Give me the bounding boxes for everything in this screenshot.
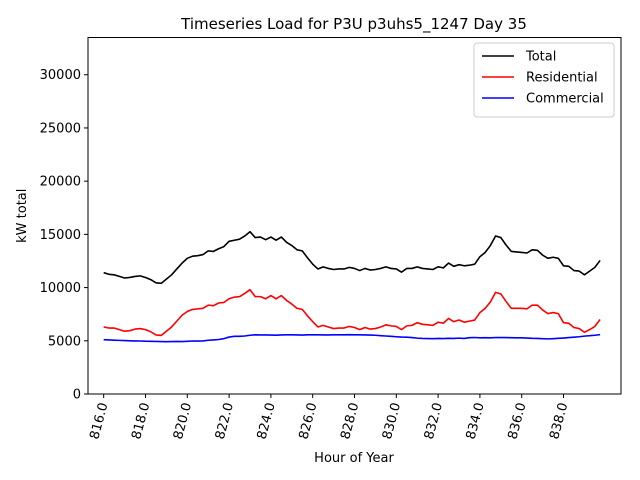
y-tick-label: 20000 [40, 175, 81, 190]
x-axis-title: Hour of Year [314, 451, 394, 466]
chart-title: Timeseries Load for P3U p3uhs5_1247 Day … [180, 15, 527, 34]
y-axis: 0 5000 10000 15000 20000 25000 30000 [40, 68, 88, 403]
series-line-total [103, 230, 601, 285]
y-tick-label: 5000 [48, 334, 81, 349]
y-tick-label: 10000 [40, 281, 81, 296]
y-tick-label: 15000 [40, 228, 81, 243]
legend-label-residential: Residential [526, 71, 598, 86]
y-axis-title: kW total [15, 189, 30, 243]
legend-label-total: Total [525, 50, 556, 65]
y-tick-label: 30000 [40, 68, 81, 83]
plot-frame [87, 37, 622, 395]
legend-label-commercial: Commercial [526, 92, 604, 107]
y-tick-label: 0 [73, 388, 81, 403]
series-layer [103, 230, 601, 343]
y-tick-label: 25000 [40, 121, 81, 136]
legend: Total Residential Commercial [473, 42, 615, 118]
series-line-commercial [103, 333, 601, 343]
series-line-residential [103, 288, 601, 337]
